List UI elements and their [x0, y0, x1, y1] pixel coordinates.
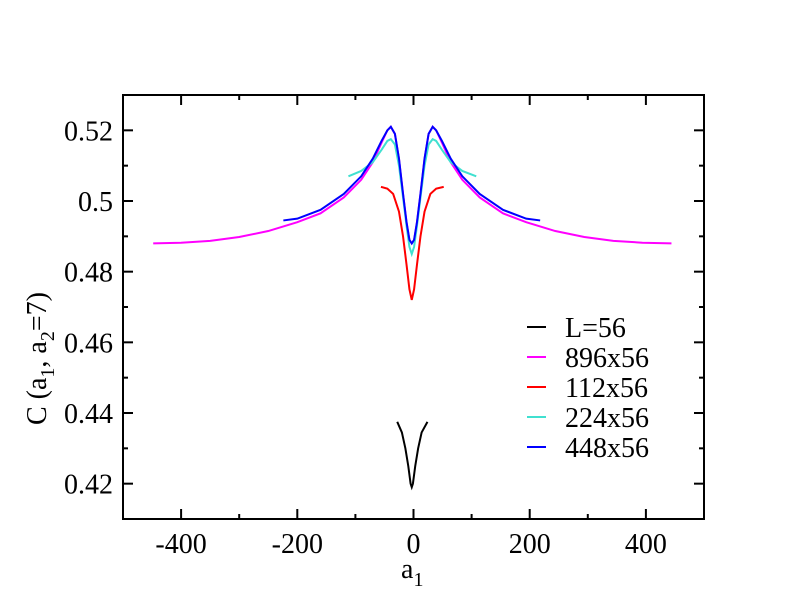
x-tick-label: 200 [509, 529, 551, 560]
y-axis-label: C (a1, a2=7) [22, 292, 59, 425]
legend-label: 224x56 [565, 403, 649, 434]
series-line-896x56 [153, 125, 672, 246]
x-tick-label: -400 [155, 529, 206, 560]
y-tick-label: 0.5 [78, 187, 113, 218]
legend-label: L=56 [565, 313, 626, 344]
x-tick-labels: -400 -200 0 200 400 [155, 529, 666, 560]
y-tick-label: 0.44 [64, 399, 113, 430]
y-tick-label: 0.42 [64, 470, 113, 501]
series-lines [153, 125, 672, 491]
legend-label: 112x56 [565, 373, 648, 404]
series-line-L=56 [396, 421, 429, 491]
x-axis-label: a1 [401, 554, 423, 591]
legend-label: 448x56 [565, 433, 649, 464]
legend-label: 896x56 [565, 343, 649, 374]
y-tick-label: 0.52 [64, 116, 113, 147]
plot-frame [122, 94, 705, 520]
x-tick-label: 0 [407, 529, 421, 560]
y-tick-label: 0.46 [64, 328, 113, 359]
x-tick-label: -200 [272, 529, 323, 560]
x-tick-label: 400 [625, 529, 667, 560]
series-line-224x56 [348, 137, 477, 258]
series-line-112x56 [380, 185, 444, 301]
y-tick-labels: 0.42 0.44 0.46 0.48 0.5 0.52 [64, 116, 113, 500]
y-tick-label: 0.48 [64, 258, 113, 289]
series-line-448x56 [283, 125, 541, 246]
